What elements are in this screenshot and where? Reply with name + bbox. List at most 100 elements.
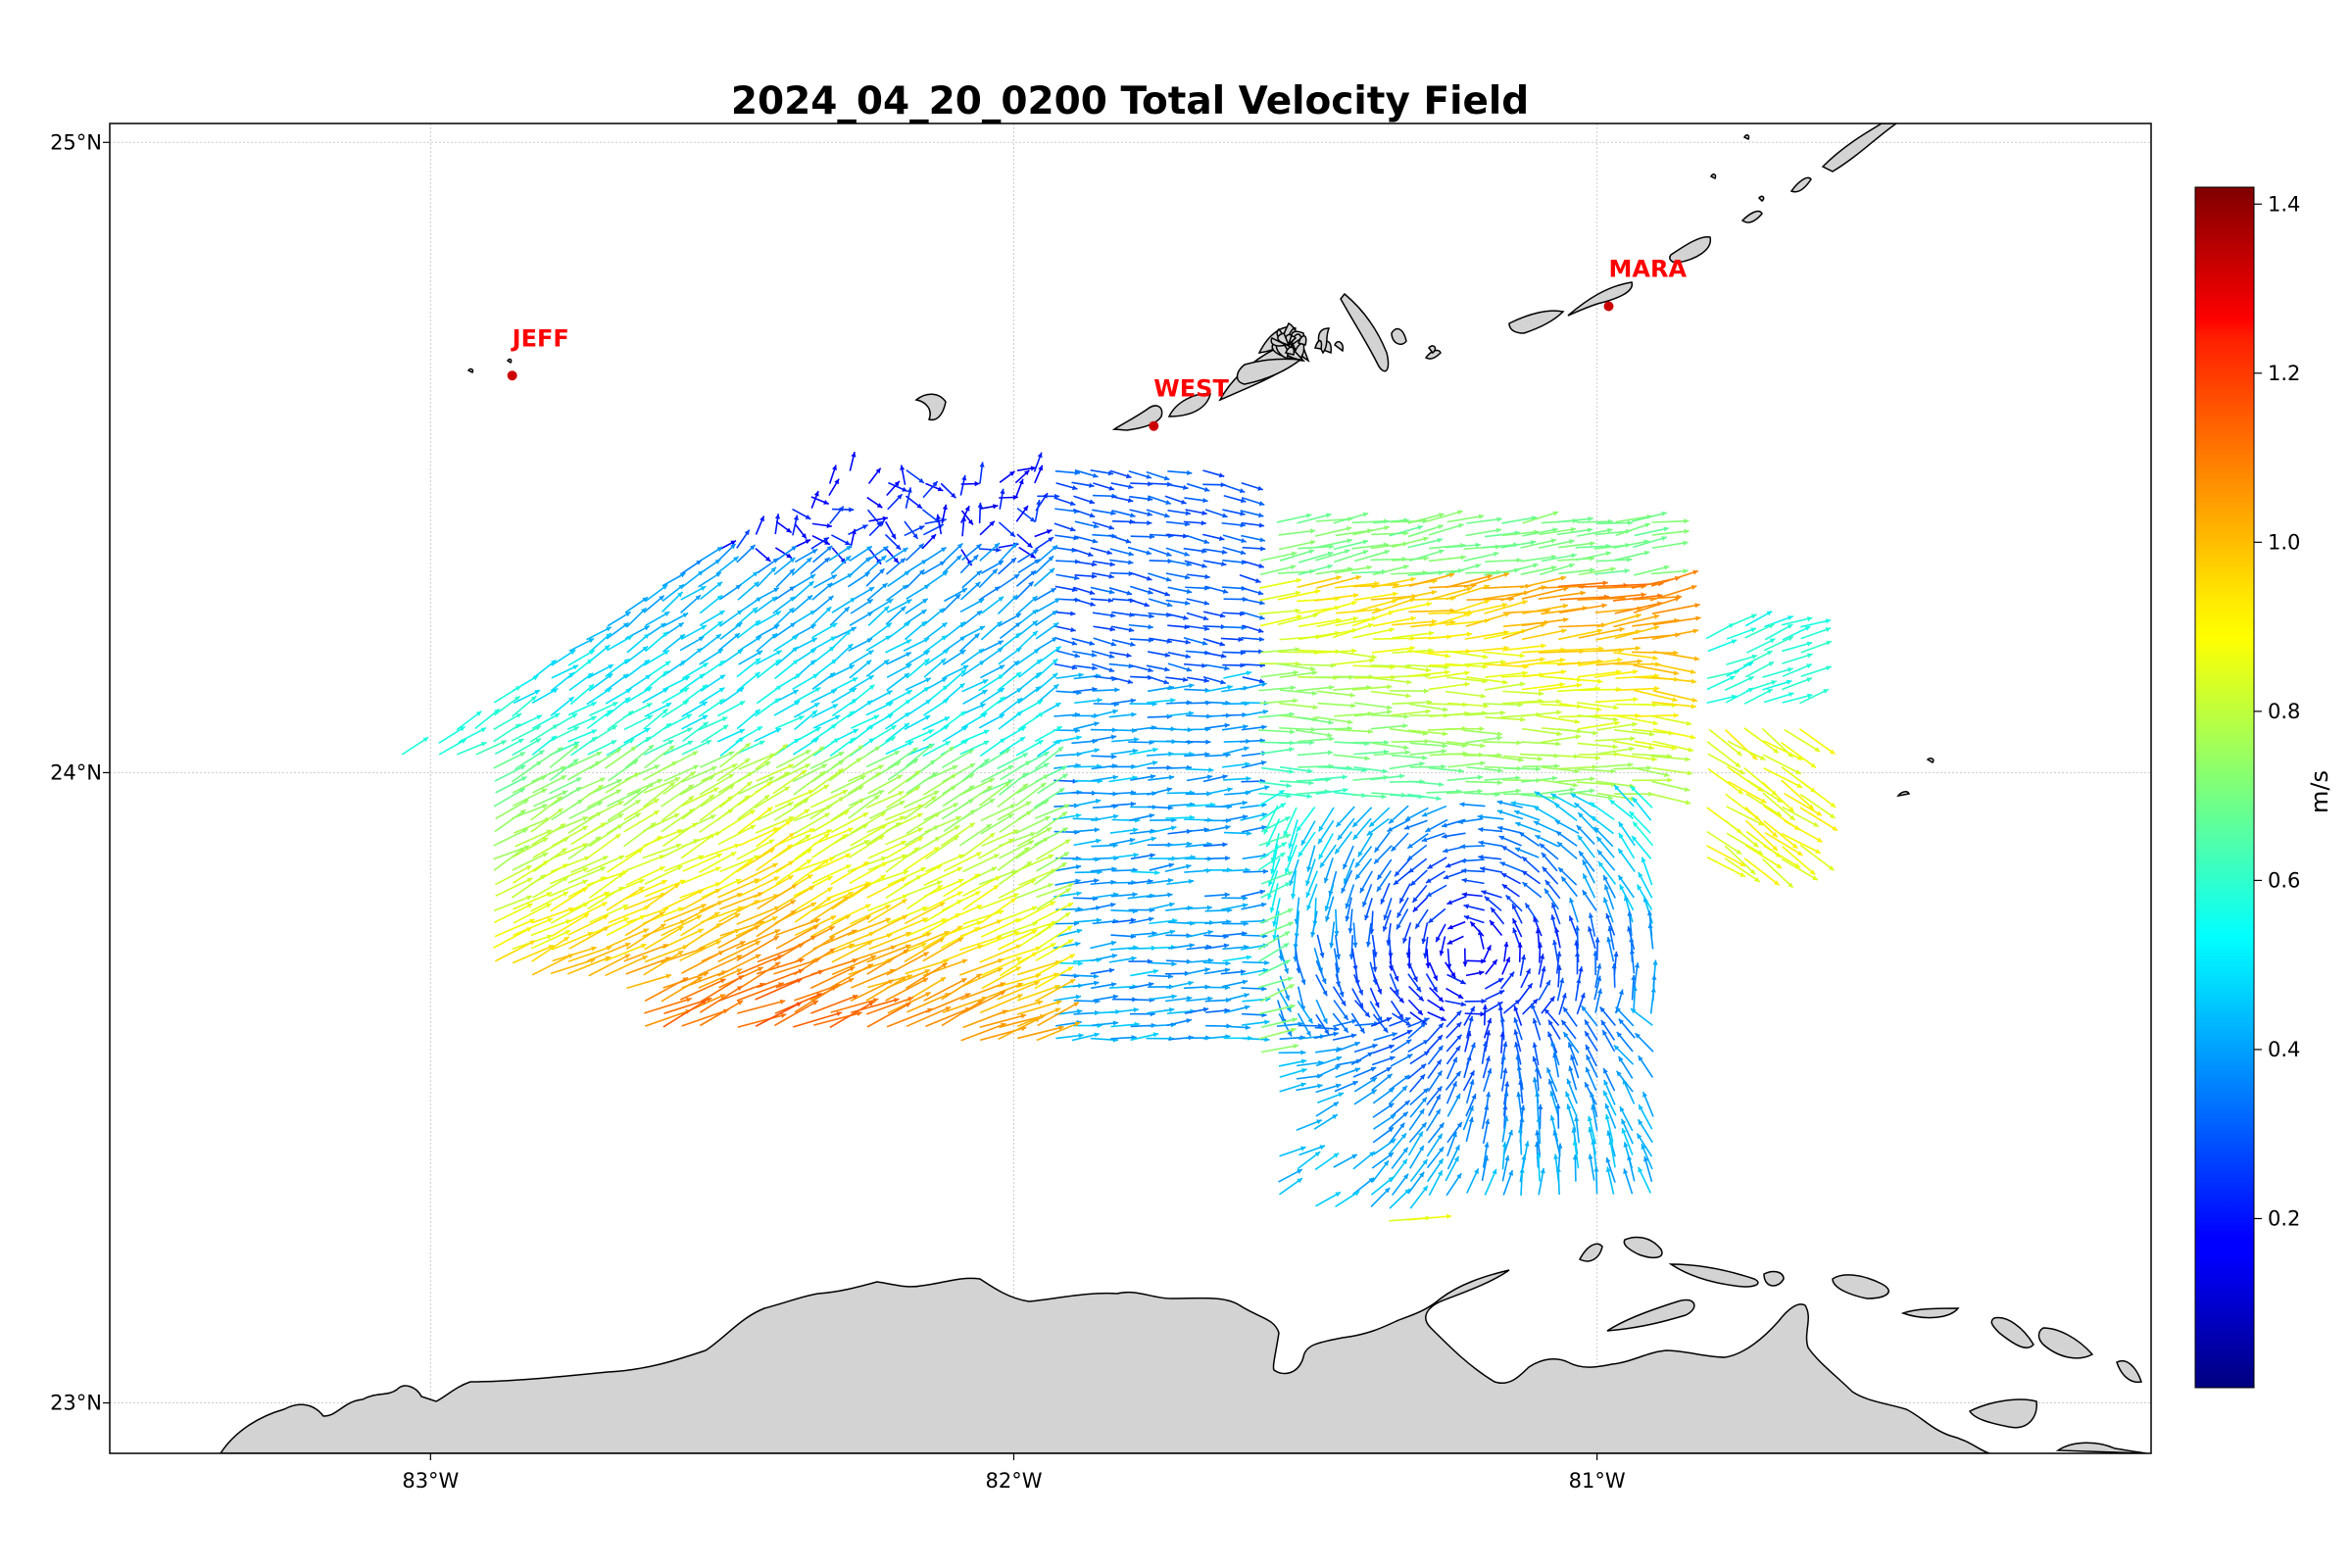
velocity-arrow <box>1352 817 1372 841</box>
velocity-arrow-head <box>1541 643 1546 649</box>
velocity-arrow-shaft <box>1296 729 1333 737</box>
velocity-arrow <box>869 598 894 614</box>
velocity-arrow-shaft <box>1258 591 1301 602</box>
velocity-arrow <box>1408 572 1455 587</box>
velocity-arrow-head <box>1257 590 1264 596</box>
land-masses <box>220 123 2147 1453</box>
velocity-arrow <box>662 633 686 653</box>
velocity-arrow <box>791 557 812 576</box>
velocity-arrow-head <box>569 650 576 656</box>
velocity-arrow <box>626 633 650 654</box>
velocity-arrow-shaft <box>1034 746 1064 770</box>
velocity-arrow-shaft <box>1259 614 1302 627</box>
velocity-arrow-head <box>1128 560 1134 565</box>
velocity-arrow <box>887 569 910 587</box>
velocity-arrow-head <box>864 557 871 563</box>
florida-key <box>914 393 947 421</box>
velocity-arrow-head <box>1048 556 1054 562</box>
velocity-arrow-head <box>1290 685 1296 691</box>
velocity-arrow-head <box>1522 600 1528 606</box>
velocity-arrow-head <box>845 630 852 636</box>
velocity-arrow-head <box>1052 637 1057 643</box>
velocity-arrow <box>1782 677 1813 691</box>
velocity-arrow <box>1223 775 1251 782</box>
velocity-arrow <box>848 523 868 536</box>
velocity-arrow-shaft <box>1278 529 1316 536</box>
florida-key <box>1236 358 1303 385</box>
velocity-arrow-head <box>773 624 780 630</box>
velocity-arrow-shaft <box>1631 766 1670 777</box>
velocity-arrow-shaft <box>1615 514 1652 523</box>
velocity-vectors <box>401 451 1838 1222</box>
velocity-arrow-shaft <box>570 821 607 846</box>
velocity-arrow-shaft <box>1314 601 1357 614</box>
velocity-arrow-shaft <box>1633 597 1681 613</box>
velocity-arrow <box>1332 623 1374 639</box>
velocity-arrow <box>1389 602 1433 613</box>
velocity-arrow <box>1296 729 1333 738</box>
velocity-arrow-shaft <box>1335 728 1374 733</box>
velocity-arrow-head <box>1046 529 1053 535</box>
velocity-arrow <box>1054 625 1076 633</box>
velocity-arrow-shaft <box>1351 611 1395 627</box>
velocity-arrow-shaft <box>792 829 833 848</box>
velocity-arrow <box>1500 540 1537 549</box>
velocity-arrow-shaft <box>1557 629 1603 641</box>
velocity-arrow <box>1298 736 1335 743</box>
velocity-arrow-head <box>941 635 948 641</box>
velocity-arrow <box>828 572 854 588</box>
velocity-arrow-head <box>1804 626 1811 631</box>
velocity-arrow <box>700 581 723 601</box>
velocity-arrow-shaft <box>718 808 756 834</box>
velocity-arrow-head <box>1438 549 1445 555</box>
velocity-arrow <box>775 646 799 666</box>
velocity-arrow <box>1708 728 1743 757</box>
velocity-arrow-head <box>951 492 956 499</box>
velocity-arrow <box>661 838 700 858</box>
velocity-arrow-head <box>1183 484 1189 490</box>
velocity-arrow-head <box>1487 574 1493 580</box>
velocity-arrow <box>1128 623 1153 630</box>
velocity-arrow-shaft <box>737 780 773 807</box>
velocity-arrow-head <box>770 566 776 573</box>
velocity-arrow-head <box>998 596 1004 602</box>
velocity-arrow-shaft <box>1558 647 1604 652</box>
velocity-arrow-shaft <box>1558 623 1607 628</box>
velocity-arrow-head <box>834 478 840 485</box>
velocity-arrow-head <box>1240 511 1246 516</box>
velocity-arrow-head <box>1439 513 1445 518</box>
velocity-arrow-head <box>998 640 1004 646</box>
velocity-arrow <box>1651 518 1690 524</box>
velocity-arrow <box>1053 611 1076 616</box>
velocity-arrow <box>1522 603 1569 614</box>
velocity-arrow-shaft <box>1634 565 1670 576</box>
velocity-arrow <box>1782 653 1813 664</box>
velocity-arrow <box>998 557 1017 575</box>
velocity-arrow <box>905 543 925 562</box>
velocity-arrow-head <box>1336 575 1342 581</box>
velocity-arrow-head <box>809 610 816 615</box>
velocity-arrow <box>1428 681 1470 691</box>
velocity-arrow-head <box>1126 653 1132 659</box>
velocity-arrow-head <box>1533 563 1539 568</box>
velocity-arrow <box>1782 641 1813 653</box>
velocity-arrow-head <box>1128 484 1134 490</box>
velocity-arrow-shaft <box>1614 625 1660 640</box>
velocity-arrow-head <box>974 581 981 588</box>
velocity-arrow-shaft <box>1539 564 1575 576</box>
velocity-arrow-head <box>967 518 973 525</box>
velocity-arrow <box>1033 567 1055 587</box>
velocity-arrow-head <box>1431 590 1438 596</box>
velocity-arrow-shaft <box>1556 528 1593 536</box>
velocity-arrow-head <box>1410 576 1416 582</box>
velocity-arrow-head <box>1090 601 1096 607</box>
velocity-arrow-head <box>849 507 855 513</box>
velocity-arrow-head <box>1091 573 1098 579</box>
velocity-arrow-head <box>1438 524 1444 530</box>
velocity-arrow-head <box>1501 603 1508 609</box>
velocity-arrow <box>1167 624 1190 630</box>
velocity-arrow-shaft <box>1428 523 1464 536</box>
velocity-arrow-head <box>1052 545 1057 551</box>
velocity-arrow-shaft <box>1500 540 1537 549</box>
velocity-arrow <box>1368 807 1391 828</box>
